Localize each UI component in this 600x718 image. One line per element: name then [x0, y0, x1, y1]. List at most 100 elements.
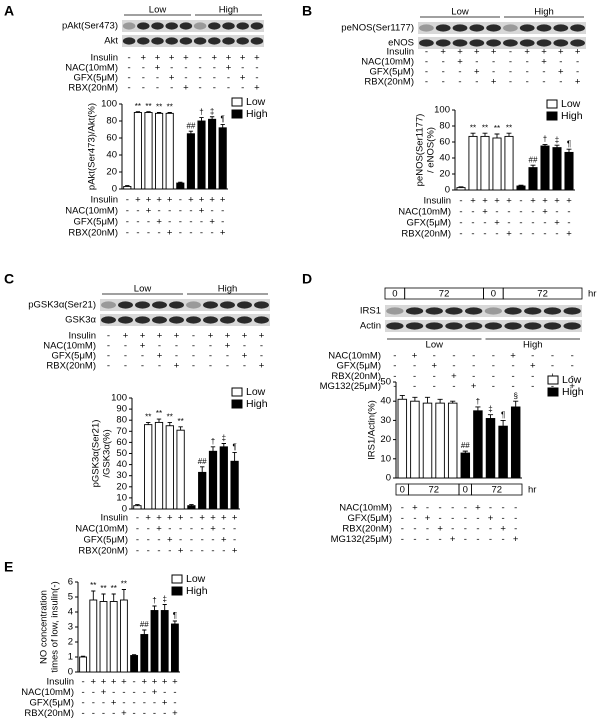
treatment-sign: - [128, 73, 131, 84]
blot-band [254, 301, 269, 309]
treatment-sign: - [136, 228, 139, 239]
treatment-sign: + [558, 47, 564, 58]
error-bar [121, 589, 126, 600]
treatment-sign: - [507, 207, 510, 218]
treatment-sign: + [494, 196, 500, 207]
bar [155, 112, 164, 190]
treatment-sign: + [156, 524, 162, 535]
significance: ** [156, 103, 162, 112]
treatment-sign: + [575, 47, 581, 58]
treatment-sign: - [531, 381, 534, 392]
bar [480, 135, 490, 191]
blot-band [101, 316, 116, 324]
blot-band [563, 322, 581, 330]
treatment-sign: - [128, 83, 131, 94]
treatment-sign: - [519, 196, 522, 207]
blot-band [570, 39, 585, 47]
legend-label: Low [562, 374, 582, 386]
error-bar [162, 604, 167, 611]
error-bar [475, 406, 481, 411]
significance: ** [135, 102, 141, 111]
blot-band [519, 24, 535, 32]
treatment-sign: - [133, 677, 136, 688]
bar [198, 471, 207, 510]
y-tick-label: 0 [122, 504, 127, 515]
legend-swatch [231, 97, 243, 107]
blot-band [165, 22, 178, 30]
treatment-sign: - [107, 341, 110, 352]
blot-band [222, 37, 235, 45]
bar [165, 112, 174, 190]
treatment-sign: - [476, 534, 479, 545]
error-bar [132, 654, 137, 656]
significance: † [199, 108, 203, 117]
treatment-sign: - [199, 63, 202, 74]
legend-swatch [231, 387, 243, 397]
treatment-sign: + [232, 546, 238, 557]
treatment-sign: + [226, 53, 232, 64]
bar [473, 410, 483, 479]
legend-swatch [547, 387, 559, 397]
treatment-sign: - [442, 67, 445, 78]
blot-band [425, 307, 443, 315]
treatment-sign: - [514, 513, 517, 524]
blot-band [122, 22, 136, 30]
treatment-sign: - [511, 361, 514, 372]
treatment-sign: - [124, 361, 127, 372]
blot-band [435, 39, 451, 47]
treatment-sign: - [128, 63, 131, 74]
legend-swatch [231, 109, 243, 119]
blot-band [135, 316, 150, 324]
bar [435, 402, 445, 479]
blot-band [543, 307, 562, 315]
treatment-sign: - [213, 73, 216, 84]
significance: ¶ [173, 611, 177, 620]
group-label: Low [426, 340, 444, 351]
treatment-sign: - [179, 206, 182, 217]
bar [516, 185, 526, 191]
treatment-sign: - [576, 57, 579, 68]
treatment-sign: - [526, 77, 529, 88]
treatment-sign: - [472, 361, 475, 372]
blot-band [464, 322, 483, 330]
treatment-sign: + [145, 513, 151, 524]
treatment-sign: - [184, 63, 187, 74]
error-bar [199, 466, 205, 473]
treatment-sign: - [136, 217, 139, 228]
treatment-sign: + [475, 503, 481, 514]
blot-band [237, 316, 252, 324]
treatment-sign: - [126, 206, 129, 217]
treatment-sign: - [426, 534, 429, 545]
treatment-sign: - [153, 698, 156, 709]
treatment-sign: - [200, 217, 203, 228]
treatment-sign: - [255, 63, 258, 74]
significance: ‡ [210, 107, 214, 116]
treatment-sign: - [551, 351, 554, 362]
treatment-sign: + [259, 331, 265, 342]
blot-band [250, 37, 264, 45]
treatment-sign: + [566, 229, 572, 240]
treatment-sign: - [492, 381, 495, 392]
treatment-sign: - [222, 524, 225, 535]
y-tick-label: 50 [380, 377, 391, 388]
legend-swatch [231, 399, 243, 409]
error-bar [566, 148, 572, 153]
blot-band [503, 39, 518, 47]
treatment-sign: + [240, 53, 246, 64]
treatment-sign: - [489, 534, 492, 545]
bar [160, 610, 169, 673]
treatment-sign: - [221, 206, 224, 217]
treatment-sign: - [555, 229, 558, 240]
y-tick-label: 100 [434, 105, 450, 116]
error-bar [506, 132, 512, 137]
treatment-sign: - [559, 77, 562, 88]
bar [230, 460, 239, 510]
treatment-sign: + [542, 196, 548, 207]
bar [197, 120, 206, 190]
treatment-sign: - [209, 351, 212, 362]
blot-band [469, 24, 485, 32]
error-bar [142, 629, 147, 635]
blot-band [236, 22, 249, 30]
treatment-sign: + [450, 534, 456, 545]
y-tick-label: 90 [116, 404, 127, 415]
